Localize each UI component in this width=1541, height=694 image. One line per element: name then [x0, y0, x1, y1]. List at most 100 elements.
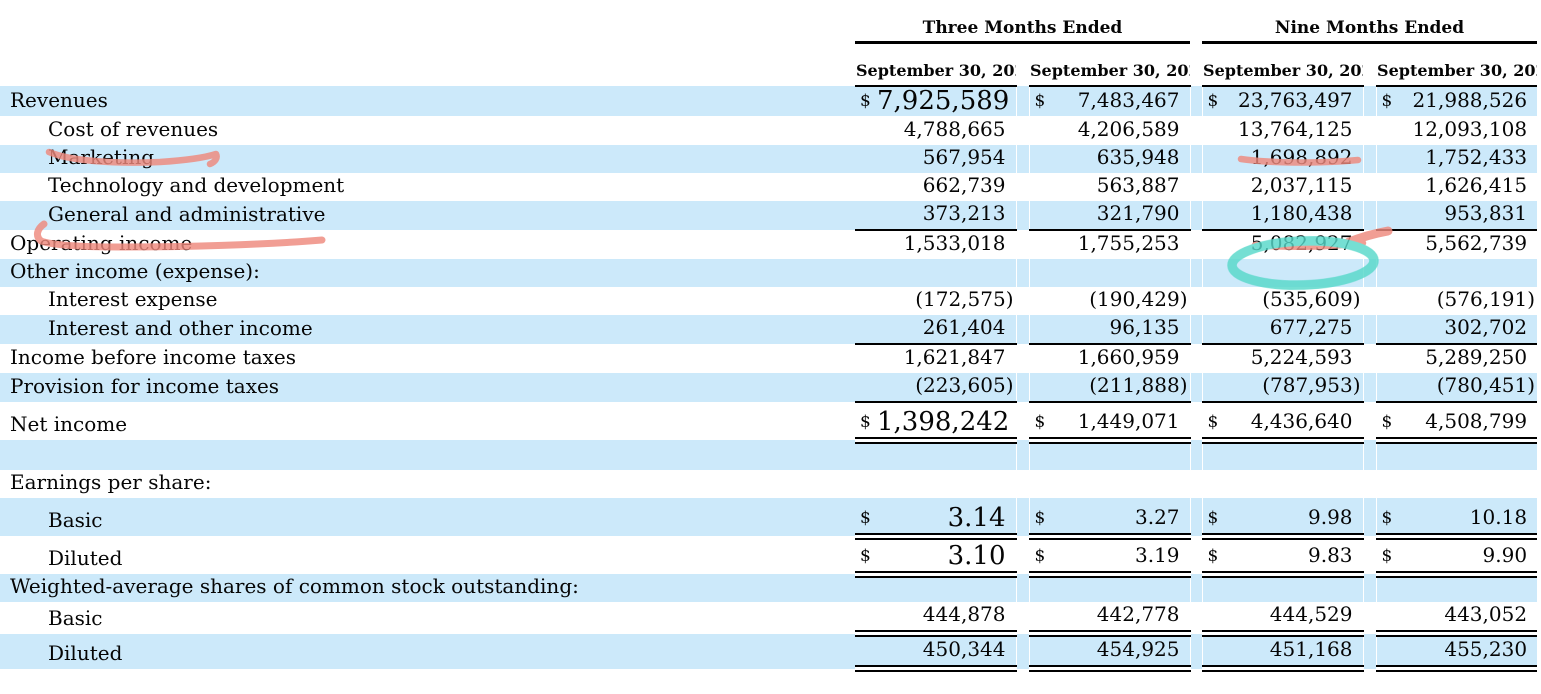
cell-value: (576,191): [1436, 287, 1536, 311]
dollar-cell: [1202, 574, 1225, 602]
dollar-sign: $: [1376, 536, 1399, 578]
dollar-cell: [855, 116, 877, 145]
cell-value: 4,508,799: [1398, 402, 1538, 444]
cell-value: 662,739: [922, 173, 1006, 197]
dollar-cell: [1376, 315, 1399, 345]
cell-value: 13,764,125: [1238, 117, 1353, 141]
row-end: [1537, 86, 1541, 116]
table-row-marketing: Marketing 567,954 635,948 1,698,892 1,75…: [0, 145, 1541, 173]
cell-value: 96,135: [1051, 315, 1191, 345]
row-label: Basic: [48, 605, 103, 630]
cell-value: 9.98: [1224, 498, 1364, 540]
row-end: [1537, 116, 1541, 145]
spacer: [1189, 402, 1203, 440]
dollar-sign: $: [1029, 86, 1051, 116]
row-label: Basic: [0, 498, 855, 536]
dollar-cell: [1029, 230, 1051, 259]
dollar-cell: [1202, 440, 1225, 470]
spacer: [1015, 402, 1030, 440]
row-end: [1537, 373, 1541, 402]
cell-value: [1398, 574, 1538, 602]
dollar-cell: [1029, 145, 1051, 173]
cell-value: 7,925,589: [877, 86, 1016, 116]
row-end: [1537, 470, 1541, 498]
spacer: [1362, 259, 1377, 287]
dollar-cell: [1029, 116, 1051, 145]
cell-value: 1,621,847: [903, 345, 1006, 369]
spacer: [1015, 145, 1030, 173]
dollar-cell: [1376, 230, 1398, 259]
cell-value: 23,763,497: [1224, 86, 1364, 116]
spacer: [1362, 315, 1377, 344]
table-row-provision-for-income-taxes: Provision for income taxes (223,605) (21…: [0, 373, 1541, 403]
dollar-cell: [1376, 373, 1399, 403]
cell-value: 443,052: [1398, 602, 1538, 637]
row-label: Revenues: [0, 86, 855, 116]
dollar-cell: [1029, 173, 1051, 201]
spacer: [1015, 470, 1030, 498]
row-end: [1537, 602, 1541, 634]
cell-value: 1,533,018: [903, 231, 1006, 255]
dollar-sign: $: [855, 498, 877, 540]
dollar-sign: $: [1029, 402, 1051, 444]
row-label: Diluted: [0, 633, 855, 669]
cell-value: 454,925: [1051, 633, 1191, 672]
cell-value: 1,698,892: [1224, 145, 1364, 173]
dollar-cell: [1376, 173, 1398, 201]
spacer: [1189, 633, 1203, 669]
spacer: [1362, 633, 1377, 669]
spacer: [1189, 86, 1203, 116]
cell-value: 451,168: [1224, 633, 1364, 672]
spacer: [1015, 602, 1030, 634]
dollar-sign: $: [855, 86, 877, 116]
spacer: [1015, 344, 1030, 373]
dollar-sign: $: [1202, 536, 1225, 578]
spacer: [1362, 373, 1377, 402]
spacer: [1189, 116, 1203, 145]
dollar-cell: [1029, 633, 1051, 672]
dollar-cell: [1029, 470, 1051, 498]
cell-value: 21,988,526: [1398, 86, 1538, 116]
row-end: [1537, 201, 1541, 230]
cell-value: [1224, 259, 1364, 287]
row-end: [1537, 344, 1541, 373]
row-end: [1537, 14, 1541, 42]
dollar-cell: [855, 201, 877, 231]
spacer: [1362, 402, 1377, 440]
spacer: [1362, 440, 1377, 470]
cell-value: 5,082,927: [1250, 231, 1353, 255]
cell-value: [1224, 470, 1363, 498]
dollar-cell: [1376, 201, 1399, 231]
row-end: [1537, 574, 1541, 602]
dollar-sign: $: [1376, 498, 1399, 540]
row-end: [1537, 498, 1541, 536]
spacer: [1189, 344, 1203, 373]
table-row-income-before-income-taxes: Income before income taxes 1,621,847 1,6…: [0, 344, 1541, 373]
dollar-cell: [855, 440, 877, 470]
cell-value: 261,404: [877, 315, 1016, 345]
row-label: Operating income: [10, 231, 193, 255]
dollar-cell: [1202, 633, 1225, 672]
spacer: [1362, 287, 1377, 315]
spacer: [1015, 287, 1030, 315]
dollar-cell: [855, 344, 877, 373]
table-row-interest-and-other-income: Interest and other income 261,404 96,135…: [0, 315, 1541, 345]
table-row-earnings-per-share: Earnings per share:: [0, 470, 1541, 498]
row-label: Marketing: [0, 145, 855, 173]
row-end: [1537, 536, 1541, 574]
spacer: [1015, 230, 1030, 259]
spacer: [1362, 498, 1377, 536]
dollar-sign: $: [855, 402, 877, 444]
header-date-row: September 30, 2022 September 30, 2021 Se…: [0, 42, 1541, 87]
row-end: [1537, 315, 1541, 344]
spacer: [1362, 145, 1377, 173]
dollar-sign: $: [1376, 402, 1399, 444]
dollar-cell: [1202, 287, 1224, 315]
cell-value: 4,788,665: [903, 117, 1006, 141]
row-label: Weighted-average shares of common stock …: [0, 574, 855, 602]
dollar-cell: [1202, 602, 1225, 637]
cell-value: [1398, 440, 1538, 470]
row-label: [0, 440, 855, 470]
cell-value: (535,609): [1262, 287, 1361, 311]
cell-value: 1,180,438: [1224, 201, 1364, 231]
